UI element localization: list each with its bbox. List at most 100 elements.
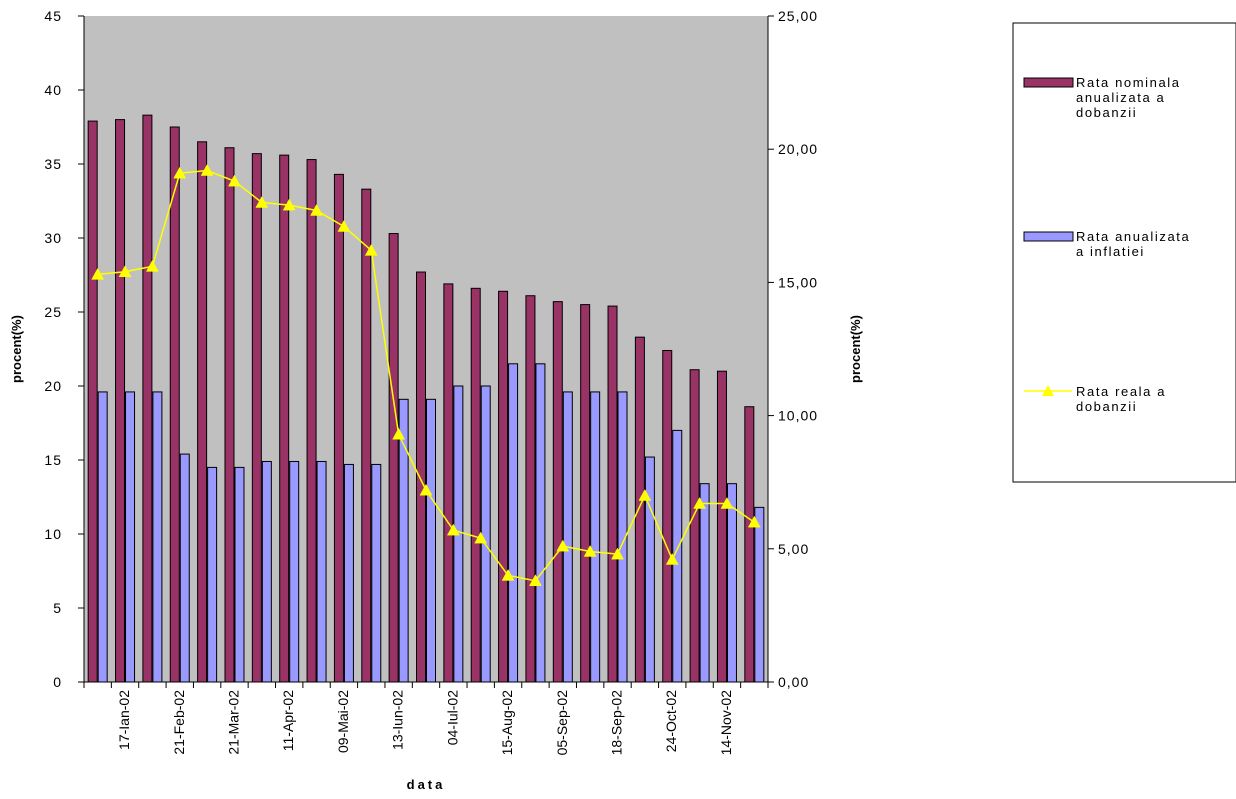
inflation-rate-bar xyxy=(754,506,765,683)
nominal-rate-bar xyxy=(498,290,509,683)
real-rate-marker xyxy=(501,568,515,581)
left-tick-label: 15 xyxy=(44,452,62,468)
left-tick-label: 30 xyxy=(44,230,62,246)
inflation-rate-bar xyxy=(535,363,546,683)
real-rate-marker xyxy=(282,198,296,211)
nominal-rate-bar xyxy=(443,283,454,683)
real-rate-marker xyxy=(310,203,323,216)
inflation-rate-bar xyxy=(562,391,573,683)
legend-label-line: a inflatiei xyxy=(1076,244,1145,259)
right-tick-label: 5,00 xyxy=(778,541,809,557)
nominal-rate-bar xyxy=(361,188,372,683)
real-rate-marker xyxy=(145,259,159,272)
left-tick-label: 0 xyxy=(53,674,62,690)
real-rate-marker xyxy=(173,166,187,179)
nominal-rate-bar xyxy=(607,305,618,683)
legend: Rata nominala anualizata a dobanzii Rata an… xyxy=(1012,22,1236,483)
real-rate-marker xyxy=(255,195,269,208)
nominal-rate-bar xyxy=(224,147,235,683)
nominal-rate-bar xyxy=(470,287,481,683)
inflation-rate-bar xyxy=(125,391,136,683)
inflation-rate-bar xyxy=(699,483,710,683)
nominal-rate-bar xyxy=(662,349,673,683)
nominal-rate-bar xyxy=(87,120,98,683)
legend-swatch-inflation xyxy=(1023,231,1074,242)
real-rate-marker xyxy=(665,552,679,565)
inflation-rate-bar xyxy=(426,398,436,683)
right-tick-label: 20,00 xyxy=(778,141,818,157)
left-tick-label: 20 xyxy=(44,378,62,394)
right-tick-label: 10,00 xyxy=(778,408,818,424)
x-tick-label: 18-Sep-02 xyxy=(609,690,625,756)
legend-label-inflation: Rata anualizata a inflatiei xyxy=(1076,229,1190,259)
real-rate-marker xyxy=(693,496,707,509)
real-rate-marker xyxy=(474,531,488,544)
real-rate-marker xyxy=(228,174,241,187)
x-tick-label: 15-Aug-02 xyxy=(499,690,515,756)
left-axis-title: procent(%) xyxy=(9,315,24,383)
real-rate-marker xyxy=(638,488,652,501)
x-tick-label: 21-Mar-02 xyxy=(225,690,241,755)
inflation-rate-bar xyxy=(343,463,354,683)
right-tick-label: 0,00 xyxy=(778,674,809,690)
nominal-rate-bar xyxy=(416,271,426,683)
inflation-rate-bar xyxy=(289,460,300,683)
legend-box xyxy=(1012,22,1236,483)
left-tick-label: 10 xyxy=(44,526,62,542)
right-tick-label: 15,00 xyxy=(778,274,818,290)
nominal-rate-bar xyxy=(251,153,262,683)
legend-label-line: anualizata a xyxy=(1076,90,1165,105)
real-rate-marker xyxy=(529,574,542,587)
nominal-rate-bar xyxy=(142,114,153,683)
axes-layer: 0 5 10 15 20 25 30 35 40 45 0,00 5,00 10,00 15,00 20,0… xyxy=(9,8,863,792)
legend-label-line: Rata reala a xyxy=(1076,384,1166,399)
x-axis-title: data xyxy=(407,777,446,792)
line-layer xyxy=(91,163,761,587)
inflation-rate-bar xyxy=(179,453,190,683)
legend-label-line: Rata nominala xyxy=(1076,75,1181,90)
x-tick-label: 05-Sep-02 xyxy=(554,690,570,756)
real-rate-marker xyxy=(392,427,406,440)
inflation-rate-bar xyxy=(371,463,382,683)
left-tick-label: 35 xyxy=(44,156,62,172)
legend-swatch-nominal xyxy=(1023,77,1074,88)
legend-label-line: dobanzii xyxy=(1076,105,1137,120)
inflation-rate-bar xyxy=(590,391,601,683)
inflation-rate-bar xyxy=(207,466,218,683)
nominal-rate-bar xyxy=(744,406,755,683)
left-tick-label: 45 xyxy=(44,8,62,24)
x-tick-label: 04-Iul-02 xyxy=(444,690,460,745)
real-rate-marker xyxy=(364,243,378,256)
inflation-rate-bar xyxy=(316,460,327,683)
nominal-rate-bar xyxy=(333,173,344,683)
nominal-rate-bar xyxy=(115,119,126,683)
left-tick-label: 40 xyxy=(44,82,62,98)
legend-marker-real xyxy=(1042,385,1054,396)
x-tick-label: 21-Feb-02 xyxy=(171,690,187,755)
real-rate-marker xyxy=(419,483,433,496)
legend-label-real: Rata reala a dobanzii xyxy=(1076,384,1166,414)
right-axis-title: procent(%) xyxy=(848,315,863,383)
inflation-rate-bar xyxy=(644,456,655,683)
nominal-rate-bar xyxy=(197,141,208,683)
inflation-rate-bar xyxy=(261,460,272,683)
nominal-rate-bar xyxy=(169,126,180,683)
nominal-rate-bar xyxy=(525,295,536,683)
x-tick-label: 09-Mai-02 xyxy=(335,690,351,753)
nominal-rate-bar xyxy=(552,301,563,683)
real-rate-marker xyxy=(720,496,734,509)
x-tick-label: 11-Apr-02 xyxy=(280,690,296,751)
inflation-rate-bar xyxy=(97,391,108,683)
nominal-rate-bar xyxy=(689,369,700,683)
left-tick-label: 5 xyxy=(53,600,62,616)
nominal-rate-bar xyxy=(306,159,317,683)
nominal-rate-bar xyxy=(716,370,727,683)
nominal-rate-bar xyxy=(279,154,290,683)
inflation-rate-bar xyxy=(726,483,737,683)
inflation-rate-bar xyxy=(234,466,245,683)
x-tick-label: 17-Ian-02 xyxy=(116,690,132,750)
x-tick-label: 24-Oct-02 xyxy=(663,690,679,752)
real-rate-marker xyxy=(747,515,761,528)
